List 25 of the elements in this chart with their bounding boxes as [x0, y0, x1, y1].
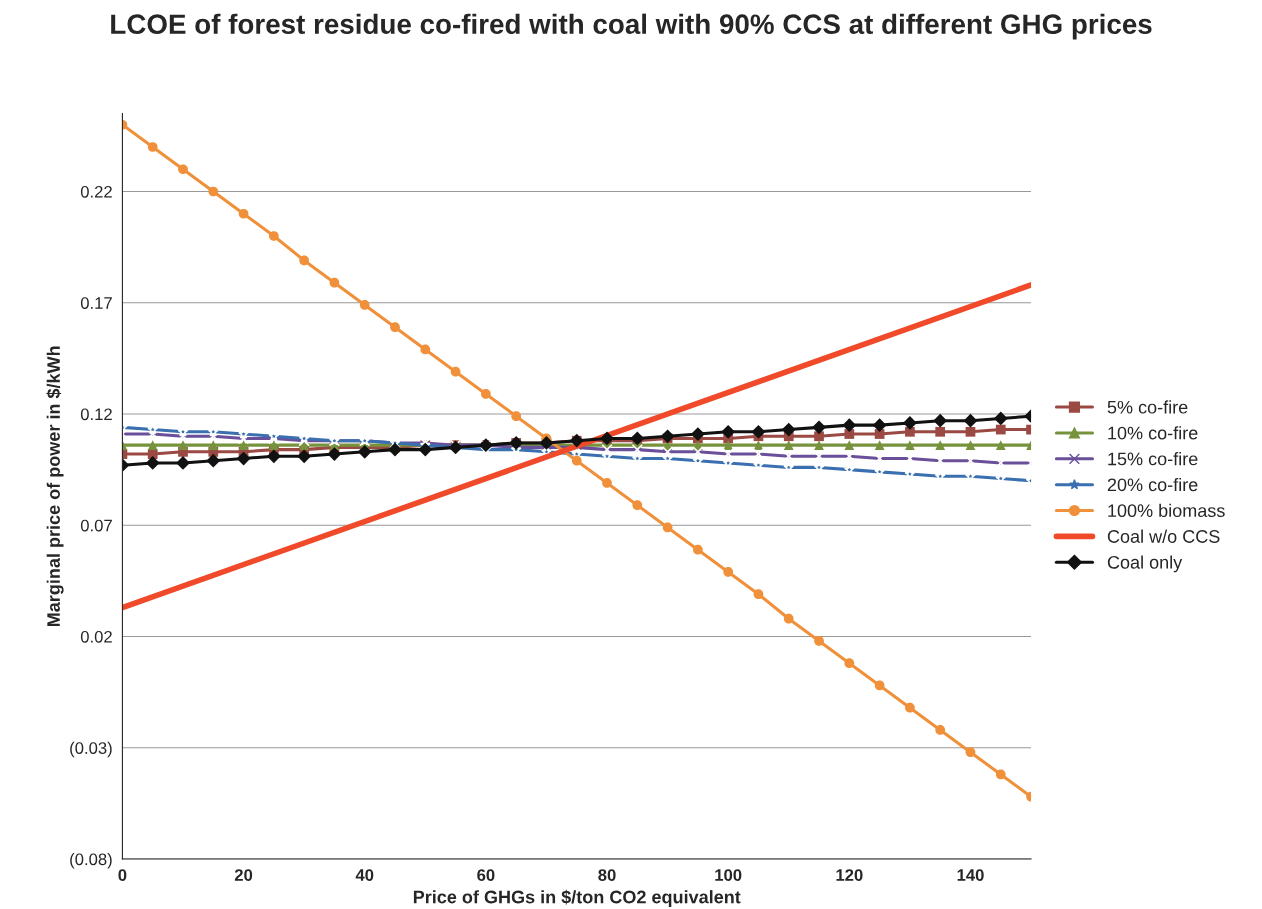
x-tick-label: 60 — [477, 869, 495, 881]
y-tick-label: (0.08) — [70, 852, 112, 869]
x-tick-label: 100 — [715, 869, 742, 881]
x-tick-label: 0 — [118, 869, 127, 881]
legend-label: 100% biomass — [1108, 503, 1225, 518]
x-tick-label: 20 — [234, 869, 253, 881]
x-tick-label: 140 — [957, 869, 984, 881]
x-tick-label: 40 — [355, 869, 374, 881]
x-tick-label: 80 — [598, 869, 616, 881]
legend-label: 15% co-fire — [1108, 452, 1198, 466]
y-tick-label: 0.02 — [80, 630, 112, 643]
y-tick-label: 0.12 — [80, 408, 112, 421]
x-tick-label: 120 — [836, 869, 863, 881]
legend-label: 20% co-fire — [1107, 477, 1198, 492]
legend-label: Coal w/o CCS — [1107, 529, 1220, 543]
y-tick-label: 0.07 — [80, 519, 112, 532]
x-axis-title: Price of GHGs in $/ton CO2 equivalent — [413, 889, 741, 907]
legend-label: 10% co-fire — [1108, 426, 1198, 440]
y-tick-label: (0.03) — [70, 741, 112, 758]
y-tick-label: 0.22 — [80, 185, 112, 198]
legend-label: 5% co-fire — [1107, 400, 1188, 414]
chart-title: LCOE of forest residue co-fired with coal with 90% CCS at different GHG prices — [111, 13, 1152, 40]
y-tick-label: 0.17 — [80, 297, 112, 309]
legend-label: Coal only — [1107, 555, 1183, 573]
y-axis-title: Marginal price of power in $/kWh — [46, 346, 64, 627]
